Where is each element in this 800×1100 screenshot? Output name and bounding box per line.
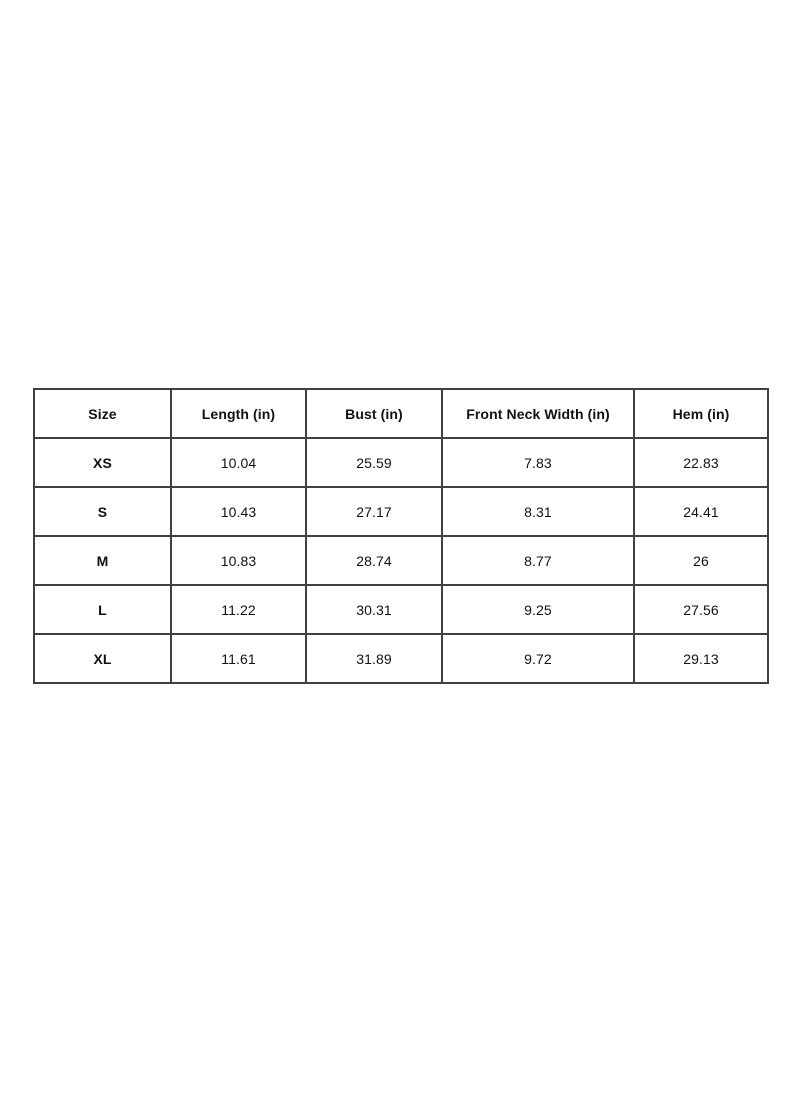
column-header: Hem (in) xyxy=(633,388,769,439)
size-chart-table: Size Length (in) Bust (in) Front Neck Width… xyxy=(33,388,769,684)
measurement-cell: 28.74 xyxy=(305,535,443,586)
measurement-cell: 11.22 xyxy=(170,584,307,635)
size-cell: S xyxy=(33,486,172,537)
table-row: M 10.83 28.74 8.77 26 xyxy=(33,535,769,586)
measurement-cell: 25.59 xyxy=(305,437,443,488)
measurement-cell: 24.41 xyxy=(633,486,769,537)
measurement-cell: 26 xyxy=(633,535,769,586)
measurement-cell: 27.56 xyxy=(633,584,769,635)
size-cell: L xyxy=(33,584,172,635)
measurement-cell: 10.04 xyxy=(170,437,307,488)
measurement-cell: 9.72 xyxy=(441,633,635,684)
table-body: XS 10.04 25.59 7.83 22.83 S 10.43 27.17 8.31 24.4… xyxy=(33,437,769,684)
measurement-cell: 10.43 xyxy=(170,486,307,537)
table-row: XS 10.04 25.59 7.83 22.83 xyxy=(33,437,769,488)
measurement-cell: 11.61 xyxy=(170,633,307,684)
measurement-cell: 7.83 xyxy=(441,437,635,488)
measurement-cell: 9.25 xyxy=(441,584,635,635)
measurement-cell: 22.83 xyxy=(633,437,769,488)
measurement-cell: 10.83 xyxy=(170,535,307,586)
measurement-cell: 8.77 xyxy=(441,535,635,586)
measurement-cell: 30.31 xyxy=(305,584,443,635)
size-cell: M xyxy=(33,535,172,586)
measurement-cell: 8.31 xyxy=(441,486,635,537)
column-header: Front Neck Width (in) xyxy=(441,388,635,439)
table-row: S 10.43 27.17 8.31 24.41 xyxy=(33,486,769,537)
size-cell: XS xyxy=(33,437,172,488)
table-row: L 11.22 30.31 9.25 27.56 xyxy=(33,584,769,635)
table-row: XL 11.61 31.89 9.72 29.13 xyxy=(33,633,769,684)
column-header: Length (in) xyxy=(170,388,307,439)
column-header: Size xyxy=(33,388,172,439)
size-cell: XL xyxy=(33,633,172,684)
measurement-cell: 27.17 xyxy=(305,486,443,537)
measurement-cell: 29.13 xyxy=(633,633,769,684)
measurement-cell: 31.89 xyxy=(305,633,443,684)
column-header: Bust (in) xyxy=(305,388,443,439)
header-row: Size Length (in) Bust (in) Front Neck Width… xyxy=(33,388,769,439)
